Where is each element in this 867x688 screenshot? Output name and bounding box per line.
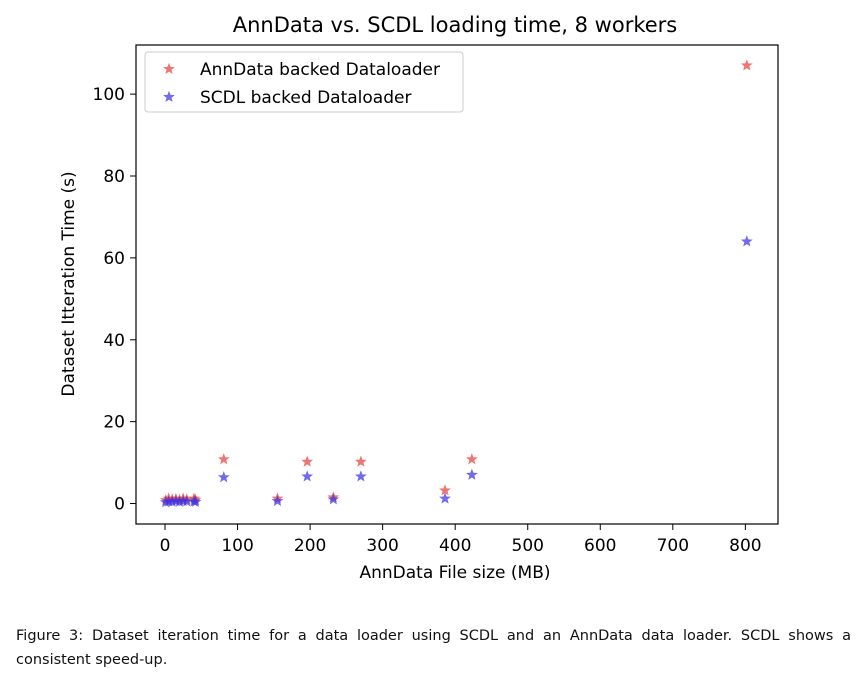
data-point-star xyxy=(166,495,179,507)
data-point-star xyxy=(439,484,451,496)
data-point-star xyxy=(465,468,478,480)
x-tick-label: 500 xyxy=(512,536,544,556)
data-point-star xyxy=(740,59,753,71)
x-tick-label: 600 xyxy=(584,536,616,556)
y-tick-label: 0 xyxy=(114,495,125,515)
y-tick-label: 40 xyxy=(103,331,125,351)
data-point-star xyxy=(217,453,230,465)
data-point-star xyxy=(301,470,314,482)
data-point-star xyxy=(217,471,230,483)
x-axis: 0 100 200 300 400 500 600 700 800 xyxy=(160,524,762,556)
legend-label: AnnData backed Dataloader xyxy=(200,60,440,80)
x-tick-label: 100 xyxy=(221,536,253,556)
legend: AnnData backed Dataloader SCDL backed Dat… xyxy=(144,51,464,113)
data-point-star xyxy=(354,455,367,467)
x-tick-label: 200 xyxy=(294,536,326,556)
data-point-star xyxy=(439,492,451,504)
x-tick-label: 800 xyxy=(729,536,761,556)
data-points xyxy=(159,59,753,508)
y-axis: 0 20 40 60 80 100 xyxy=(93,85,136,515)
data-point-star xyxy=(465,453,478,465)
series-anndata xyxy=(159,59,753,506)
y-axis-title: Dataset Itteration Time (s) xyxy=(59,171,79,396)
x-tick-label: 700 xyxy=(657,536,689,556)
y-tick-label: 100 xyxy=(93,85,125,105)
x-tick-label: 400 xyxy=(439,536,471,556)
y-tick-label: 80 xyxy=(103,167,125,187)
plot-area-frame xyxy=(135,44,779,525)
data-point-star xyxy=(189,495,202,507)
figure-caption: Figure 3: Dataset iteration time for a d… xyxy=(16,628,851,668)
legend-label: SCDL backed Dataloader xyxy=(200,88,411,108)
chart-title: AnnData vs. SCDL loading time, 8 workers xyxy=(233,13,678,37)
x-tick-label: 0 xyxy=(160,536,171,556)
legend-box xyxy=(144,51,464,113)
data-point-star xyxy=(173,495,186,507)
y-tick-label: 60 xyxy=(103,249,125,269)
scatter-chart: AnnData vs. SCDL loading time, 8 workers… xyxy=(59,13,779,583)
x-tick-label: 300 xyxy=(366,536,398,556)
data-point-star xyxy=(354,470,367,482)
y-tick-label: 20 xyxy=(103,413,125,433)
x-axis-title: AnnData File size (MB) xyxy=(360,563,551,583)
data-point-star xyxy=(271,494,284,507)
legend-marker-star xyxy=(163,62,175,75)
legend-marker-star xyxy=(163,90,175,103)
data-point-star xyxy=(327,493,340,505)
data-point-star xyxy=(301,455,314,467)
figure: AnnData vs. SCDL loading time, 8 workers… xyxy=(59,13,779,583)
data-point-star xyxy=(180,495,193,507)
series-scdl xyxy=(159,235,753,508)
data-point-star xyxy=(740,235,753,247)
